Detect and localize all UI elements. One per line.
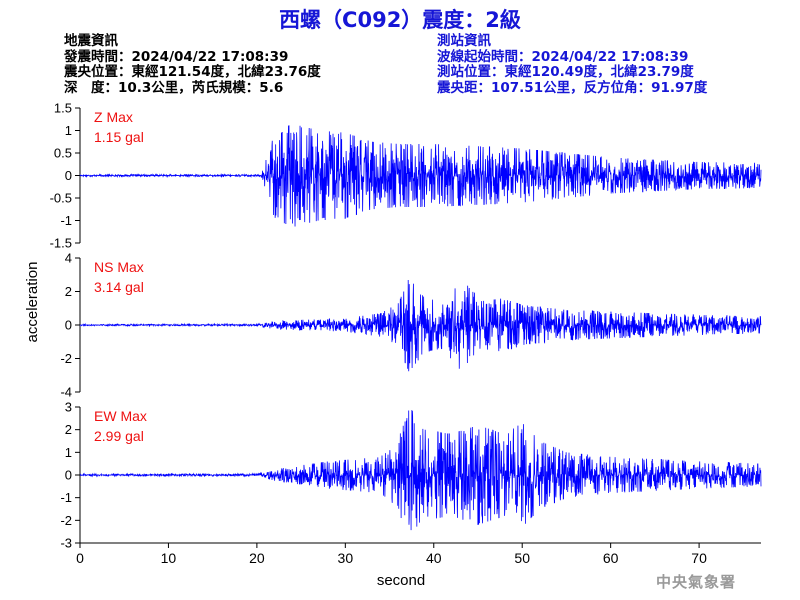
z-ytick-label: 1.5 bbox=[54, 101, 72, 116]
xtick-label: 70 bbox=[691, 550, 707, 566]
ew-waveform-trace bbox=[79, 410, 762, 531]
ew-ytick-label: 2 bbox=[65, 422, 72, 437]
ns-waveform-trace bbox=[79, 280, 762, 372]
ns-ytick-label: -2 bbox=[60, 351, 72, 366]
ns-ytick-label: -4 bbox=[60, 385, 72, 400]
earthquake-info-heading: 地震資訊 bbox=[64, 33, 118, 49]
ns-ytick-label: 0 bbox=[65, 318, 72, 333]
xtick-label: 10 bbox=[161, 550, 177, 566]
z-max-value: 1.15 gal bbox=[94, 129, 144, 145]
earthquake-info-panel: 地震資訊 發震時間：2024/04/22 17:08:39 震央位置：東經121… bbox=[64, 33, 321, 96]
station-info-panel: 測站資訊 波線起始時間：2024/04/22 17:08:39 測站位置：東經1… bbox=[437, 33, 708, 96]
x-axis-label: second bbox=[377, 572, 425, 589]
z-ytick-label: -1.5 bbox=[50, 236, 72, 251]
origin-time: 發震時間：2024/04/22 17:08:39 bbox=[64, 48, 289, 65]
y-axis-label: acceleration bbox=[24, 262, 41, 343]
ew-ytick-label: 0 bbox=[65, 468, 72, 483]
xtick-label: 20 bbox=[249, 550, 265, 566]
depth-magnitude: 深 度：10.3公里，芮氏規模：5.6 bbox=[64, 79, 284, 96]
z-max-label: Z Max bbox=[94, 109, 133, 125]
xtick-label: 30 bbox=[338, 550, 354, 566]
z-ytick-label: -1 bbox=[60, 213, 72, 228]
ew-max-value: 2.99 gal bbox=[94, 428, 144, 444]
ew-ytick-label: -3 bbox=[60, 536, 72, 551]
xtick-label: 0 bbox=[76, 550, 84, 566]
ew-ytick-label: -1 bbox=[60, 490, 72, 505]
epicenter-location: 震央位置：東經121.54度，北緯23.76度 bbox=[64, 64, 321, 80]
ew-ytick-label: 3 bbox=[65, 400, 72, 415]
ns-max-value: 3.14 gal bbox=[94, 279, 144, 295]
ew-ytick-label: -2 bbox=[60, 513, 72, 528]
ew-max-label: EW Max bbox=[94, 408, 147, 424]
station-info-heading: 測站資訊 bbox=[437, 33, 491, 49]
distance-azimuth: 震央距：107.51公里，反方位角：91.97度 bbox=[437, 79, 708, 96]
z-ytick-label: 0 bbox=[65, 168, 72, 183]
ew-ytick-label: 1 bbox=[65, 445, 72, 460]
ns-max-label: NS Max bbox=[94, 259, 144, 275]
page-title: 西螺（C092）震度：2級 bbox=[279, 8, 521, 32]
z-ytick-label: 1 bbox=[65, 123, 72, 138]
xtick-label: 60 bbox=[603, 550, 619, 566]
ns-ytick-label: 2 bbox=[65, 284, 72, 299]
xtick-label: 40 bbox=[426, 550, 442, 566]
station-location: 測站位置：東經120.49度，北緯23.79度 bbox=[437, 64, 694, 80]
z-waveform-trace bbox=[79, 125, 762, 227]
z-ytick-label: -0.5 bbox=[50, 191, 72, 206]
ns-ytick-label: 4 bbox=[65, 251, 72, 266]
wave-start-time: 波線起始時間：2024/04/22 17:08:39 bbox=[437, 48, 689, 65]
z-ytick-label: 0.5 bbox=[54, 146, 72, 161]
xtick-label: 50 bbox=[514, 550, 530, 566]
cwa-watermark: 中央氣象署 bbox=[656, 573, 737, 591]
